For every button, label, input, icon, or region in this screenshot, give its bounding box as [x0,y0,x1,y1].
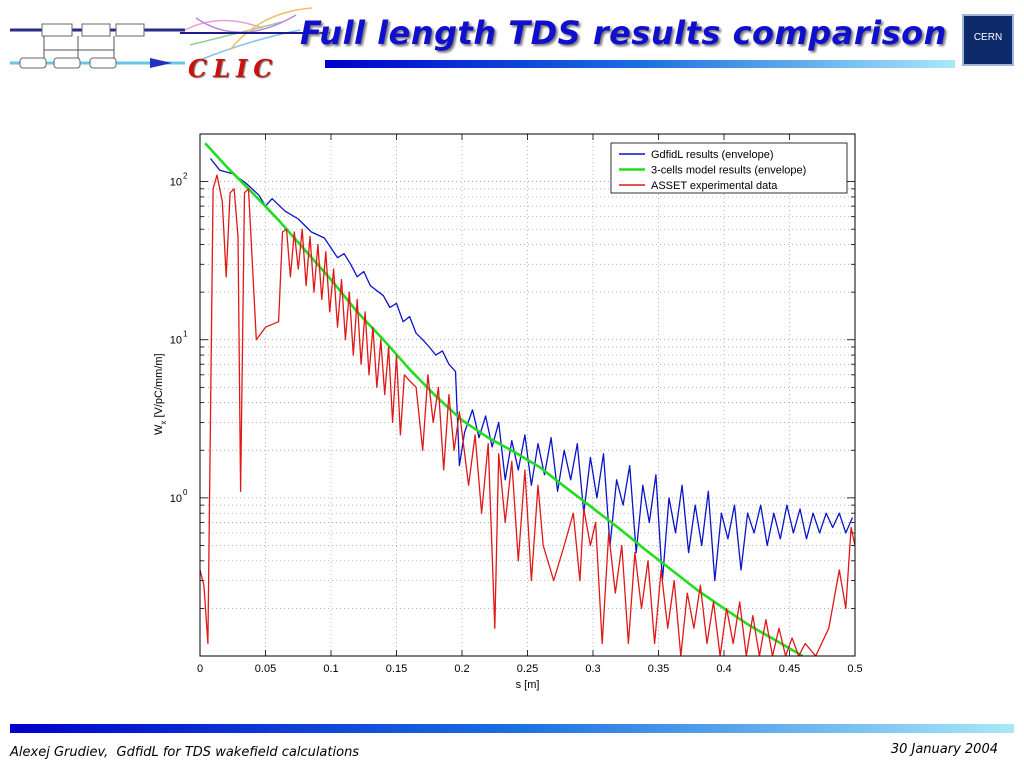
footer-credit: Alexej Grudiev, GdfidL for TDS wakefield… [10,745,359,760]
series-line-3 [200,174,855,656]
x-tick-label: 0.45 [779,663,800,675]
cern-logo-text: CERN [973,32,1003,43]
wakefield-chart: 0 0.05 0.1 0.15 0.2 0.25 0.3 0.35 0.4 0.45 0.51001… [153,133,863,691]
series-line-1 [209,158,853,582]
slide-header: CLIC Full length TDS results comparison … [0,0,1024,110]
x-tick-label: 0 [197,663,203,675]
y-tick-exponent: 1 [183,330,188,339]
x-tick-label: 0.3 [585,663,600,675]
x-axis-label: s [m] [516,679,540,691]
x-tick-label: 0.5 [847,663,862,675]
x-tick-label: 0.35 [648,663,669,675]
x-tick-label: 0.2 [454,663,469,675]
x-tick-label: 0.25 [517,663,538,675]
clic-accelerator-diagram [10,7,330,69]
footer-topic: GdfidL for TDS wakefield calculations [116,745,360,760]
footer-date: 30 January 2004 [890,742,998,757]
x-tick-label: 0.15 [386,663,407,675]
footer-gradient-bar [10,724,1014,733]
x-tick-label: 0.05 [255,663,276,675]
cern-logo: CERN [962,14,1014,66]
clic-logo: CLIC [188,54,279,83]
legend-box [610,142,848,194]
y-tick-exponent: 0 [183,488,188,497]
x-tick-label: 0.4 [716,663,731,675]
legend-label-2: 3-cells model results (envelope) [651,165,806,177]
y-tick-label: 10 [170,177,182,189]
x-tick-label: 0.1 [323,663,338,675]
legend-label-3: ASSET experimental data [651,180,778,192]
y-tick-exponent: 2 [183,172,188,181]
legend-label-1: GdfidL results (envelope) [651,149,774,161]
footer-author: Alexej Grudiev, [10,745,109,760]
y-tick-label: 10 [170,335,182,347]
y-tick-label: 10 [170,493,182,505]
y-axis-label: Wx [V/pC/mm/m] [153,353,168,435]
page-title: Full length TDS results comparison [300,14,947,52]
header-gradient-bar [325,60,955,68]
